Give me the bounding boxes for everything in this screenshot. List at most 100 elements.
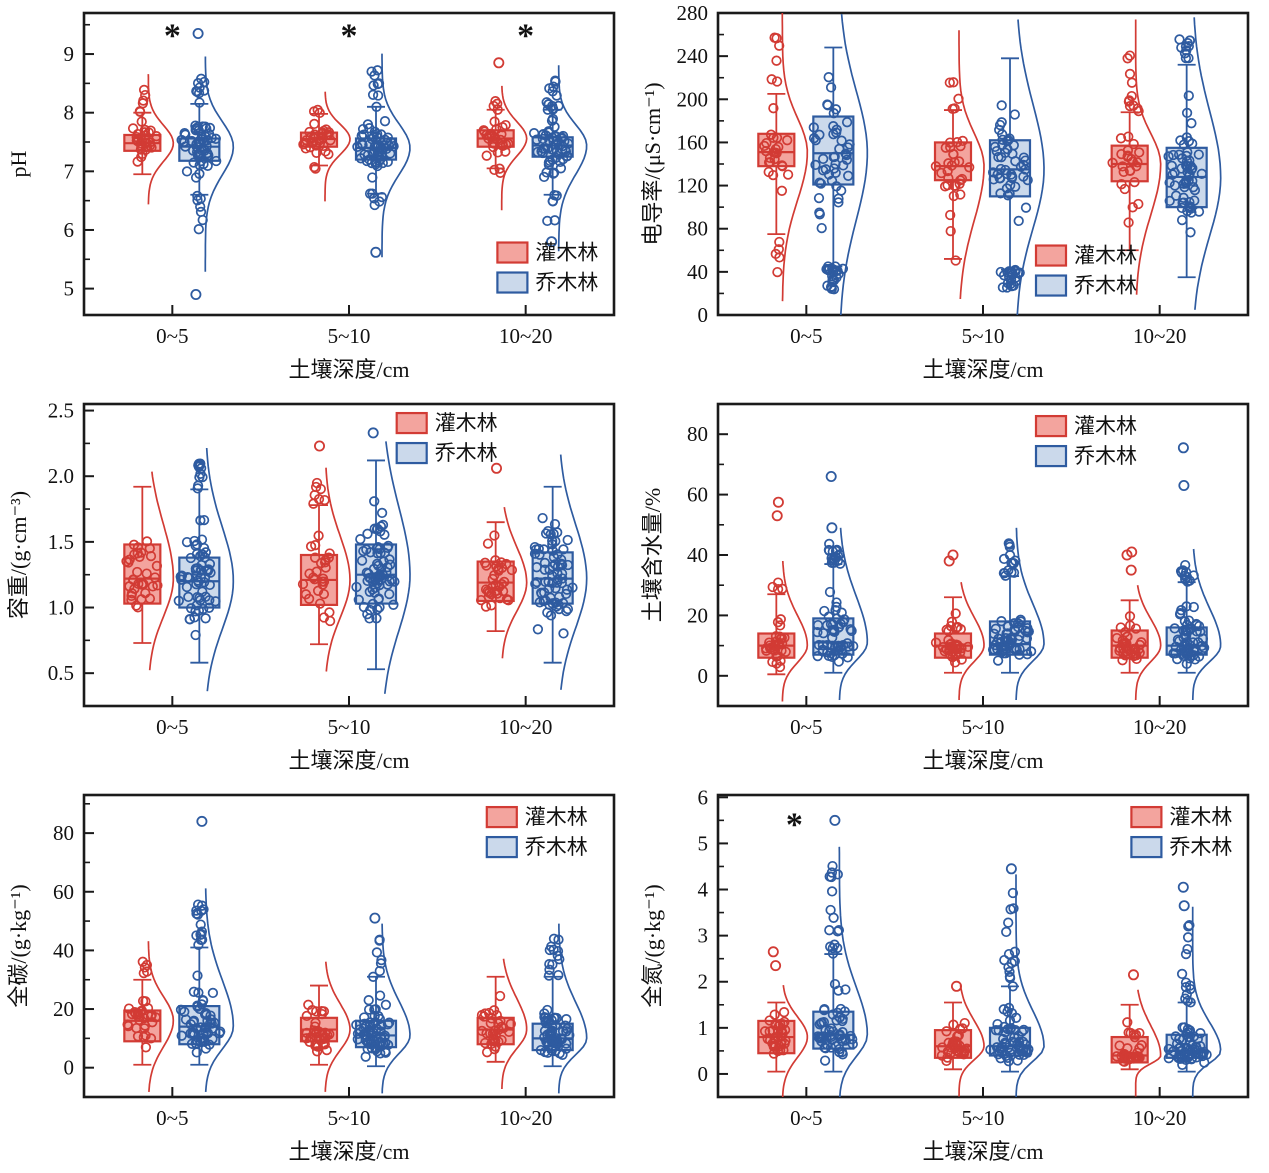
jitter-point xyxy=(939,646,950,657)
jitter-point xyxy=(122,1019,133,1030)
jitter-point xyxy=(319,494,330,506)
jitter-point xyxy=(964,162,975,173)
jitter-point xyxy=(829,978,841,990)
jitter-point xyxy=(134,1014,145,1026)
jitter-point xyxy=(1122,631,1133,642)
panel-cell-bulk-density: 0.5 1.0 1.5 2.0 2.5 0~5 5~10 10~20 容重/(g·cm⁻³) 土壤… xyxy=(0,391,634,782)
jitter-point xyxy=(1176,202,1188,214)
jitter-point xyxy=(1007,148,1018,159)
jitter-point xyxy=(994,119,1006,131)
shrub-group xyxy=(930,30,985,300)
shrub-group xyxy=(475,462,528,659)
jitter-point xyxy=(314,598,326,609)
jitter-point xyxy=(539,1032,550,1043)
jitter-point xyxy=(826,886,838,897)
jitter-point xyxy=(534,597,545,608)
jitter-point xyxy=(953,93,964,104)
jitter-point xyxy=(138,1012,150,1024)
jitter-point xyxy=(370,140,381,152)
violin-shrub xyxy=(958,984,985,1097)
jitter-point xyxy=(539,1008,550,1019)
jitter-point xyxy=(1174,34,1185,45)
jitter-point xyxy=(152,580,163,591)
jitter-point xyxy=(382,156,393,168)
jitter-point xyxy=(138,578,149,590)
jitter-point xyxy=(372,578,383,589)
y-axis-label: 全氮/(g·kg⁻¹) xyxy=(640,884,665,1007)
jitter-point xyxy=(550,76,561,87)
jitter-point xyxy=(363,995,374,1006)
jitter-point xyxy=(843,641,854,652)
jitter-point xyxy=(150,1012,161,1023)
jitter-point xyxy=(1007,887,1019,899)
outlier-point xyxy=(490,462,502,474)
jitter-point xyxy=(190,606,201,617)
jitter-point xyxy=(365,1033,376,1045)
jitter-point xyxy=(1181,601,1192,612)
jitter-point xyxy=(1007,1036,1018,1047)
violin-arbor xyxy=(204,888,235,1092)
arbor-group xyxy=(352,53,411,258)
x-tick-label: 5~10 xyxy=(328,324,371,348)
y-axis-label: pH xyxy=(6,150,31,177)
jitter-point xyxy=(562,534,573,546)
jitter-point xyxy=(1164,177,1175,188)
jitter-point xyxy=(375,548,386,559)
jitter-point xyxy=(555,163,567,174)
jitter-point xyxy=(324,1029,335,1040)
jitter-point xyxy=(774,1045,786,1056)
y-tick-label: 160 xyxy=(677,130,709,154)
jitter-point xyxy=(951,1036,962,1047)
y-tick-label: 6 xyxy=(698,785,709,809)
outlier-point xyxy=(772,496,784,508)
jitter-point xyxy=(1186,118,1197,129)
jitter-point xyxy=(194,472,205,483)
jitter-point xyxy=(1180,948,1192,960)
jitter-point xyxy=(203,150,214,161)
jitter-point xyxy=(138,84,150,96)
jitter-point xyxy=(196,565,207,576)
jitter-point xyxy=(550,139,561,150)
jitter-point xyxy=(368,971,379,982)
jitter-point xyxy=(1128,138,1139,150)
jitter-point xyxy=(549,518,561,530)
jitter-point xyxy=(771,55,782,66)
jitter-point xyxy=(1008,567,1020,578)
jitter-point xyxy=(196,900,208,911)
jitter-point xyxy=(771,76,783,87)
y-axis-label: 电导率/(μS·cm⁻¹) xyxy=(640,82,665,245)
x-axis-label: 土壤深度/cm xyxy=(289,748,410,773)
legend-label-shrub: 灌木林 xyxy=(435,411,498,435)
jitter-point xyxy=(1127,202,1138,213)
jitter-point xyxy=(953,1046,964,1058)
jitter-point xyxy=(816,222,827,234)
jitter-point xyxy=(777,1019,789,1030)
jitter-point xyxy=(1013,215,1024,227)
y-tick-label: 4 xyxy=(698,878,709,902)
jitter-point xyxy=(832,869,843,880)
jitter-point xyxy=(551,90,562,101)
jitter-point xyxy=(950,608,961,619)
jitter-point xyxy=(544,83,555,94)
jitter-point xyxy=(1181,1043,1192,1054)
jitter-point xyxy=(1111,632,1123,644)
jitter-point xyxy=(195,595,206,606)
jitter-point xyxy=(1184,155,1195,166)
jitter-point xyxy=(501,594,513,605)
arbor-group xyxy=(1163,17,1222,310)
jitter-point xyxy=(371,157,382,168)
jitter-point xyxy=(1018,152,1030,163)
jitter-point xyxy=(192,1000,203,1011)
jitter-point xyxy=(1201,1049,1212,1060)
violin-shrub xyxy=(1134,585,1162,701)
arbor-group xyxy=(985,863,1045,1098)
jitter-point xyxy=(194,97,205,108)
jitter-point xyxy=(132,548,143,559)
jitter-point xyxy=(948,77,959,88)
jitter-point xyxy=(998,553,1010,565)
legend-swatch-shrub xyxy=(395,411,428,435)
jitter-point xyxy=(842,652,853,663)
jitter-point xyxy=(1163,151,1174,162)
jitter-point xyxy=(824,586,836,598)
